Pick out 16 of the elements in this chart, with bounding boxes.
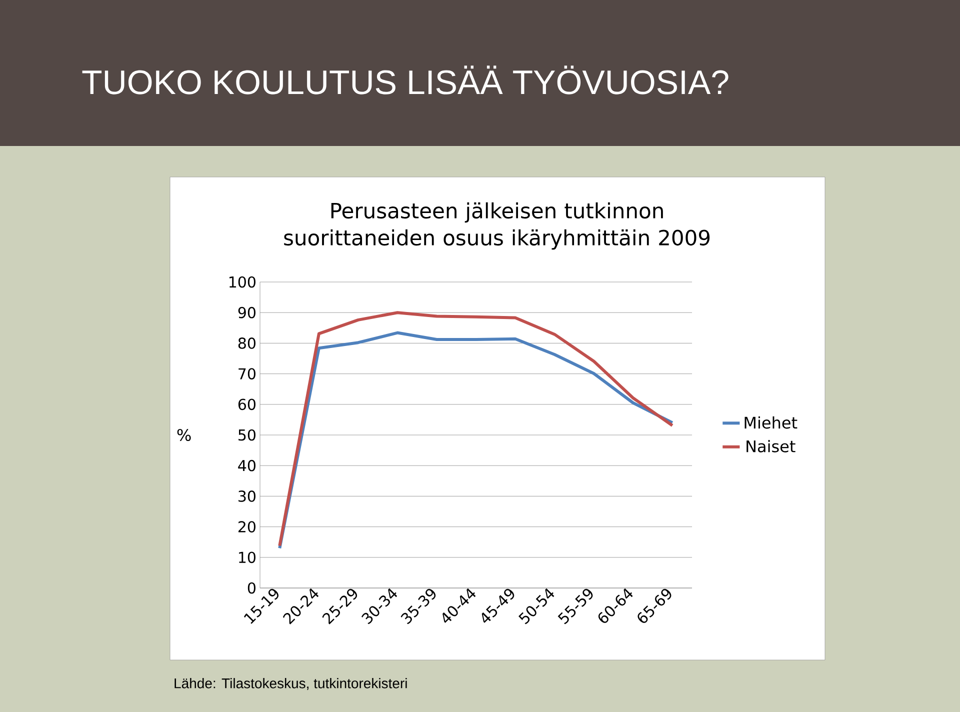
legend-label: Miehet — [744, 416, 798, 429]
y-tick-label: 90 — [238, 306, 256, 318]
text: Lähde: Tilastokeskus, tutkintorekisteri — [174, 678, 407, 690]
y-tick-label: 60 — [238, 398, 256, 410]
y-tick-label: 20 — [238, 521, 256, 532]
y-tick-label: 100 — [229, 276, 256, 288]
y-tick-label: 30 — [238, 490, 256, 502]
y-tick-label: 50 — [238, 429, 256, 441]
y-tick-label: 80 — [238, 338, 256, 349]
y-tick-label: 10 — [239, 552, 256, 564]
chart-subtitle: Perusasteen jälkeisen tutkinnon suorittaneiden osuus ikäryhmittäin 2009 — [284, 202, 710, 250]
chart-title: TUOKO KOULUTUS LISÄÄ TYÖVUOSIA? — [82, 66, 728, 94]
legend-label: Naiset — [746, 440, 796, 452]
y-axis-title: % — [177, 428, 191, 442]
y-tick-label: 40 — [238, 460, 256, 472]
y-tick-label: 70 — [238, 368, 256, 380]
